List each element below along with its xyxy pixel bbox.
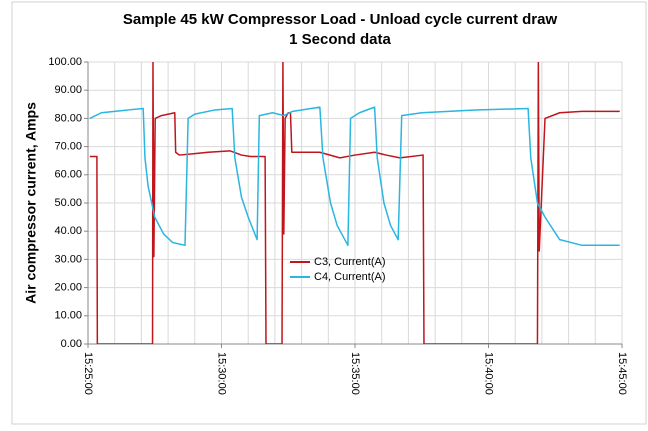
x-tick-label: 15:45:00 xyxy=(616,352,628,395)
x-tick-label: 15:25:00 xyxy=(82,352,94,395)
y-tick-label: 100.00 xyxy=(48,56,82,68)
x-tick-label: 15:35:00 xyxy=(349,352,361,395)
chart-frame xyxy=(11,1,647,425)
legend-label: C3, Current(A) xyxy=(314,256,386,268)
y-tick-label: 90.00 xyxy=(54,84,82,96)
series-line xyxy=(89,62,620,344)
x-tick-label: 15:30:00 xyxy=(216,352,228,395)
y-tick-label: 50.00 xyxy=(54,197,82,209)
series-line xyxy=(89,106,620,247)
y-tick-label: 30.00 xyxy=(54,253,82,265)
y-tick-label: 80.00 xyxy=(54,112,82,124)
y-tick-label: 60.00 xyxy=(54,169,82,181)
plot-area xyxy=(89,62,620,344)
y-axis-label: Air compressor current, Amps xyxy=(23,102,39,304)
chart-subtitle: 1 Second data xyxy=(289,31,391,48)
y-tick-label: 0.00 xyxy=(61,338,82,350)
x-tick-label: 15:40:00 xyxy=(483,352,495,395)
chart-title: Sample 45 kW Compressor Load - Unload cy… xyxy=(123,11,558,28)
y-tick-label: 20.00 xyxy=(54,282,82,294)
legend-label: C4, Current(A) xyxy=(314,271,386,283)
y-tick-label: 10.00 xyxy=(54,310,82,322)
y-tick-label: 70.00 xyxy=(54,141,82,153)
y-tick-label: 40.00 xyxy=(54,225,82,237)
